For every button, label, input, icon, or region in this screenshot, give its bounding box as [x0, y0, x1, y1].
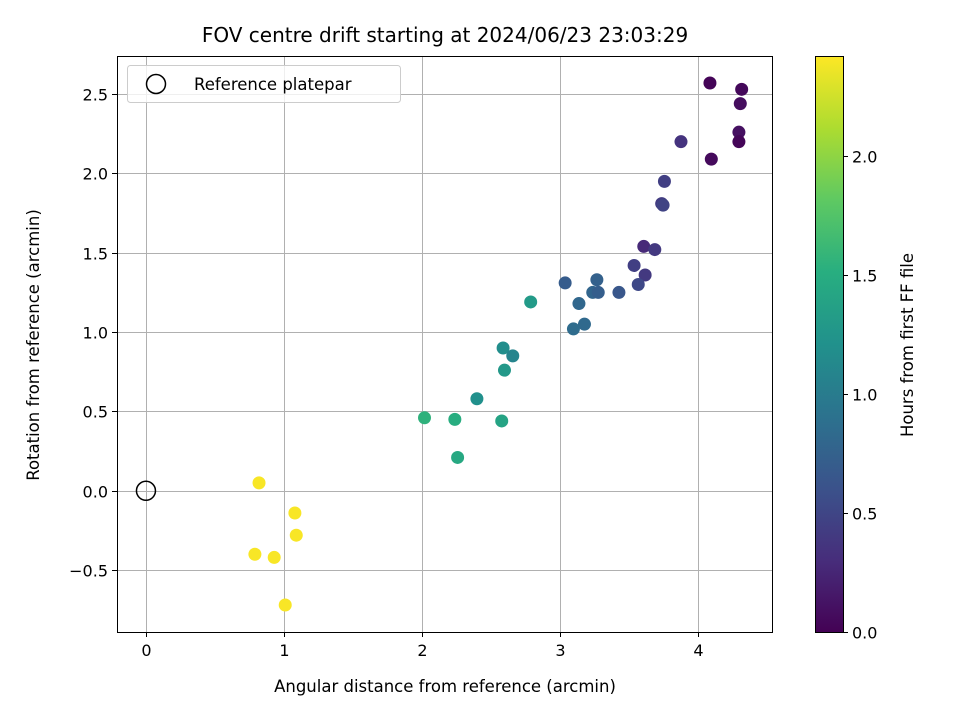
- y-tick-label: 2.5: [83, 86, 108, 105]
- data-point: [612, 285, 626, 299]
- data-point: [590, 273, 604, 287]
- x-tick-label: 0: [141, 641, 151, 660]
- x-tick-label: 1: [279, 641, 289, 660]
- data-point: [704, 152, 718, 166]
- data-points: [248, 76, 749, 612]
- colorbar-ticks: 0.0 0.5 1.0 1.5 2.0: [843, 148, 877, 643]
- y-tick-label: 2.0: [83, 165, 108, 184]
- data-point: [703, 76, 717, 90]
- reference-platepar-marker: [135, 480, 157, 502]
- data-point: [591, 285, 605, 299]
- data-point: [252, 476, 266, 490]
- colorbar-tick-label: 1.0: [852, 386, 877, 405]
- chart-title: FOV centre drift starting at 2024/06/23 …: [202, 23, 688, 47]
- x-tick-label: 4: [693, 641, 703, 660]
- data-point: [566, 322, 580, 336]
- data-point: [732, 135, 746, 149]
- colorbar-frame: [815, 56, 844, 633]
- data-point: [572, 297, 586, 311]
- data-point: [267, 550, 281, 564]
- colorbar-tick-label: 0.5: [852, 505, 877, 524]
- y-tick-label: 1.5: [83, 245, 108, 264]
- legend: Reference platepar: [127, 65, 401, 103]
- colorbar-gradient: [815, 56, 843, 633]
- x-tick-label: 3: [555, 641, 565, 660]
- data-point: [558, 276, 572, 290]
- colorbar: 0.0 0.5 1.0 1.5 2.0 Hours from first FF file: [815, 56, 917, 643]
- x-axis-label: Angular distance from reference (arcmin): [274, 677, 616, 696]
- legend-entry-label: Reference platepar: [194, 75, 352, 94]
- data-point: [631, 277, 645, 291]
- legend-box: [127, 65, 401, 103]
- data-point: [735, 82, 749, 96]
- colorbar-tick-label: 2.0: [852, 148, 877, 167]
- data-point: [448, 412, 462, 426]
- plot-frame: [117, 56, 773, 633]
- data-point: [495, 414, 509, 428]
- data-point: [656, 198, 670, 212]
- reference-marker-layer: [135, 480, 157, 502]
- y-tick-label: 0.0: [83, 483, 108, 502]
- data-point: [637, 239, 651, 253]
- data-point: [278, 598, 292, 612]
- data-point: [418, 411, 432, 425]
- colorbar-tick-label: 1.5: [852, 267, 877, 286]
- y-tick-label: 0.5: [83, 403, 108, 422]
- x-tick-label: 2: [417, 641, 427, 660]
- data-point: [648, 243, 662, 257]
- data-point: [248, 547, 262, 561]
- y-tick-label: 1.0: [83, 324, 108, 343]
- data-point: [496, 341, 510, 355]
- data-point: [627, 258, 641, 272]
- y-axis-label: Rotation from reference (arcmin): [24, 209, 43, 481]
- data-point: [451, 450, 465, 464]
- data-point: [732, 125, 746, 139]
- data-point: [524, 295, 538, 309]
- colorbar-label: Hours from first FF file: [898, 253, 917, 437]
- data-point: [638, 268, 652, 282]
- data-point: [289, 528, 303, 542]
- data-point: [288, 506, 302, 520]
- colorbar-tick-label: 0.0: [852, 624, 877, 643]
- data-point: [506, 349, 520, 363]
- x-axis: 0 1 2 3 4: [141, 632, 704, 660]
- y-axis: −0.5 0.0 0.5 1.0 1.5 2.0 2.5: [69, 86, 117, 581]
- y-tick-label: −0.5: [69, 562, 108, 581]
- grid: [117, 56, 772, 632]
- data-point: [657, 174, 671, 188]
- data-point: [733, 97, 747, 111]
- data-point: [577, 317, 591, 331]
- data-point: [674, 135, 688, 149]
- data-point: [497, 363, 511, 377]
- legend-reference-marker: [145, 73, 167, 95]
- data-point: [470, 392, 484, 406]
